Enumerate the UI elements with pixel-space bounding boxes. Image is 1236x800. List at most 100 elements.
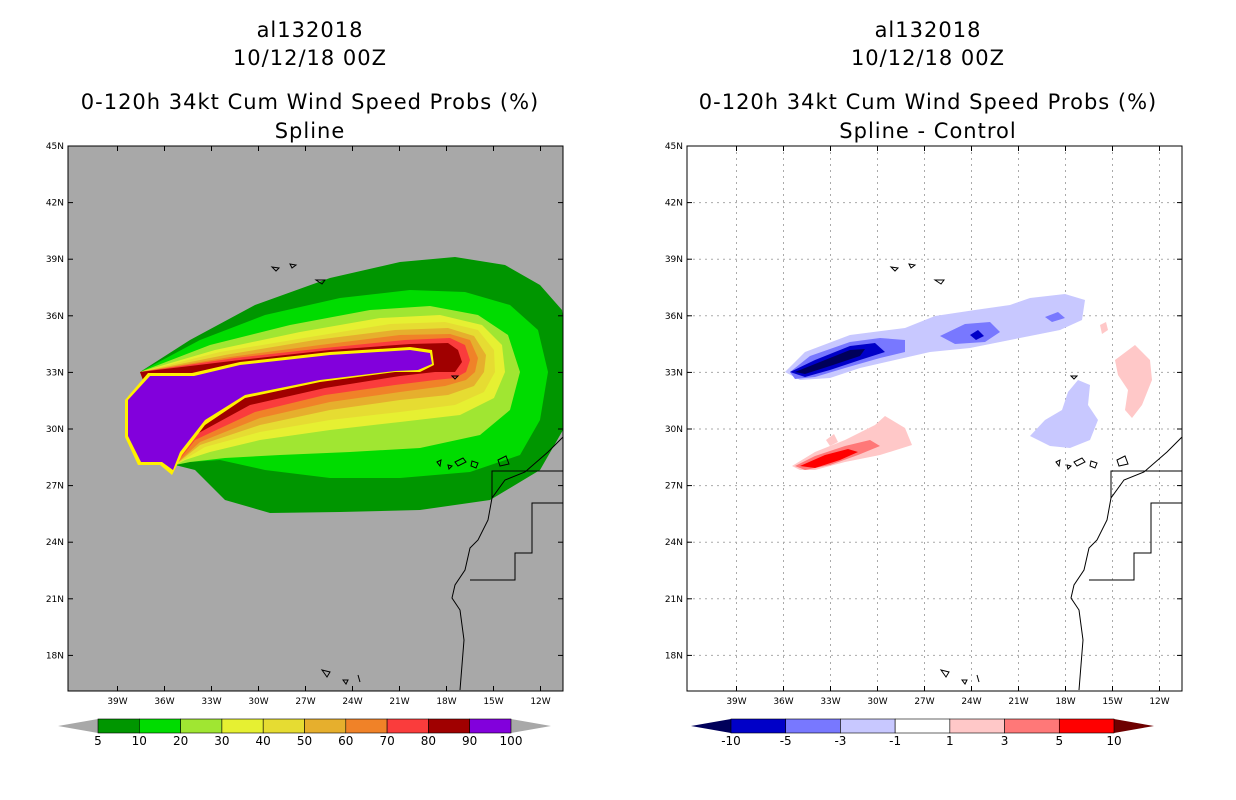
diff-neg3-mid bbox=[940, 322, 1000, 344]
colorbar-label: -1 bbox=[889, 734, 901, 748]
lat-label-24N: 24N bbox=[665, 538, 683, 548]
lat-label-39N: 39N bbox=[665, 255, 683, 265]
colorbar-swatch bbox=[262, 718, 305, 734]
colorbar-label: 5 bbox=[94, 734, 102, 748]
right-coastlines bbox=[889, 263, 1183, 691]
right-axis-ticks bbox=[687, 145, 1182, 691]
colorbar-left-arrow bbox=[58, 719, 98, 733]
lat-label-21N: 21N bbox=[665, 595, 683, 605]
colorbar-right-arrow bbox=[511, 719, 551, 733]
colorbar-swatch bbox=[730, 718, 787, 734]
right-map: 45N 42N 39N 36N 33N 30N 27N 24N 21N 18N 39W 36W 33W 3… bbox=[665, 142, 1183, 707]
lat-label-42N: 42N bbox=[46, 199, 64, 209]
diff-pos1-tiny bbox=[1100, 322, 1108, 334]
left-map-frame bbox=[67, 145, 564, 692]
left-product-title: 0-120h 34kt Cum Wind Speed Probs (%) bbox=[80, 90, 540, 114]
left-coastlines bbox=[270, 263, 564, 691]
colorbar-swatch bbox=[840, 718, 896, 734]
lat-label-36N: 36N bbox=[665, 312, 683, 322]
left-probability-contours bbox=[125, 257, 563, 513]
lat-label-24N: 24N bbox=[46, 538, 64, 548]
lon-label-36W: 36W bbox=[154, 697, 174, 707]
lat-label-33N: 33N bbox=[46, 368, 64, 378]
lon-label-12W: 12W bbox=[530, 697, 550, 707]
right-colorbar: -10 -5 -3 -1 1 3 5 10 bbox=[691, 718, 1154, 748]
colorbar-swatch bbox=[386, 718, 429, 734]
lat-label-27N: 27N bbox=[665, 482, 683, 492]
diff-neg3-east bbox=[1045, 312, 1065, 322]
right-subtitle: Spline - Control bbox=[839, 119, 1017, 143]
colorbar-label: 90 bbox=[462, 734, 477, 748]
diff-neg1-east bbox=[1030, 380, 1098, 448]
lon-label-30W: 30W bbox=[248, 697, 268, 707]
colorbar-label: 20 bbox=[173, 734, 188, 748]
lon-label-39W: 39W bbox=[726, 697, 746, 707]
colorbar-label: 40 bbox=[256, 734, 271, 748]
lat-label-45N: 45N bbox=[665, 142, 683, 152]
lon-label-18W: 18W bbox=[436, 697, 456, 707]
colorbar-label: 10 bbox=[132, 734, 147, 748]
right-map-background bbox=[687, 146, 1182, 691]
colorbar-label: 5 bbox=[1055, 734, 1063, 748]
lat-label-18N: 18N bbox=[665, 651, 683, 661]
colorbar-label: 1 bbox=[946, 734, 954, 748]
colorbar-swatch bbox=[428, 718, 470, 734]
colorbar-swatch bbox=[304, 718, 347, 734]
contour-100 bbox=[128, 350, 432, 470]
colorbar-swatch bbox=[469, 718, 512, 734]
colorbar-swatch bbox=[894, 718, 951, 734]
lon-label-33W: 33W bbox=[820, 697, 840, 707]
lat-label-39N: 39N bbox=[46, 255, 64, 265]
lon-label-21W: 21W bbox=[1008, 697, 1028, 707]
colorbar-left-arrow bbox=[691, 719, 731, 733]
colorbar-swatch bbox=[1058, 718, 1115, 734]
colorbar-swatch bbox=[221, 718, 264, 734]
lat-label-33N: 33N bbox=[665, 368, 683, 378]
right-gridlines bbox=[687, 146, 1182, 691]
lon-label-36W: 36W bbox=[773, 697, 793, 707]
left-map: 45N 42N 39N 36N 33N 30N 27N 24N 21N 18N 39W 36W 33W 3… bbox=[46, 142, 564, 707]
colorbar-label: 80 bbox=[421, 734, 436, 748]
colorbar-label: 30 bbox=[214, 734, 229, 748]
left-axis-labels: 45N 42N 39N 36N 33N 30N 27N 24N 21N 18N 39W 36W 33W 3… bbox=[46, 142, 551, 707]
right-storm-id: al132018 bbox=[874, 18, 982, 42]
left-datetime: 10/12/18 00Z bbox=[232, 46, 388, 70]
lat-label-30N: 30N bbox=[46, 425, 64, 435]
colorbar-right-arrow bbox=[1114, 719, 1154, 733]
colorbar-swatch bbox=[139, 718, 181, 734]
lon-label-33W: 33W bbox=[201, 697, 221, 707]
lat-label-30N: 30N bbox=[665, 425, 683, 435]
lon-label-15W: 15W bbox=[1102, 697, 1122, 707]
lon-label-27W: 27W bbox=[914, 697, 934, 707]
lon-label-21W: 21W bbox=[389, 697, 409, 707]
left-axis-ticks bbox=[68, 145, 563, 691]
diff-pos1-small bbox=[826, 434, 838, 446]
colorbar-label: -10 bbox=[721, 734, 741, 748]
lat-label-21N: 21N bbox=[46, 595, 64, 605]
colorbar-swatch bbox=[180, 718, 223, 734]
diff-neg-mid-core bbox=[970, 330, 984, 340]
lon-label-30W: 30W bbox=[867, 697, 887, 707]
colorbar-swatch bbox=[1004, 718, 1060, 734]
right-map-frame bbox=[686, 145, 1183, 692]
colorbar-label: -5 bbox=[780, 734, 792, 748]
lat-label-36N: 36N bbox=[46, 312, 64, 322]
right-product-title: 0-120h 34kt Cum Wind Speed Probs (%) bbox=[698, 90, 1158, 114]
left-storm-id: al132018 bbox=[256, 18, 364, 42]
colorbar-label: 10 bbox=[1106, 734, 1121, 748]
left-subtitle: Spline bbox=[274, 119, 346, 143]
lat-label-27N: 27N bbox=[46, 482, 64, 492]
colorbar-swatch bbox=[949, 718, 1005, 734]
right-datetime: 10/12/18 00Z bbox=[850, 46, 1006, 70]
diff-pos1-east bbox=[1115, 345, 1152, 418]
diff-pos5 bbox=[800, 449, 858, 468]
diff-neg10 bbox=[795, 349, 865, 374]
right-axis-labels: 45N 42N 39N 36N 33N 30N 27N 24N 21N 18N 39W 36W 33W 3… bbox=[665, 142, 1170, 707]
colorbar-label: 100 bbox=[500, 734, 523, 748]
colorbar-label: -3 bbox=[834, 734, 846, 748]
right-difference-contours bbox=[785, 294, 1152, 470]
lat-label-18N: 18N bbox=[46, 651, 64, 661]
lon-label-24W: 24W bbox=[961, 697, 981, 707]
colorbar-swatch bbox=[785, 718, 841, 734]
colorbar-label: 70 bbox=[379, 734, 394, 748]
